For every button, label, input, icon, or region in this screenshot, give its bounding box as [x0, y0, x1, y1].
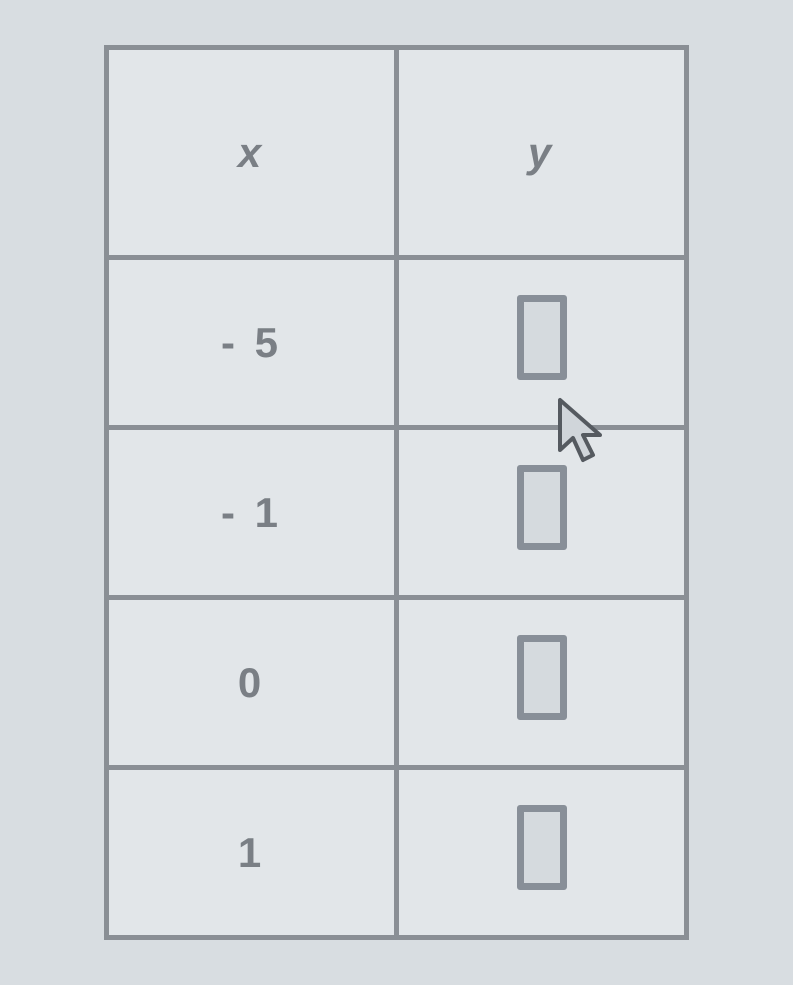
y-value-cell [397, 768, 687, 938]
y-value-cell [397, 428, 687, 598]
y-value-cell [397, 258, 687, 428]
column-header-x: x [107, 48, 397, 258]
y-value-cell [397, 598, 687, 768]
table-row: - 1 [107, 428, 687, 598]
table-row: 0 [107, 598, 687, 768]
x-value-cell: 0 [107, 598, 397, 768]
table-header-row: x y [107, 48, 687, 258]
table-row: 1 [107, 768, 687, 938]
x-value-cell: - 1 [107, 428, 397, 598]
xy-table: x y - 5 - 1 0 1 [104, 45, 689, 940]
column-header-y: y [397, 48, 687, 258]
y-input-3[interactable] [517, 805, 567, 890]
y-input-1[interactable] [517, 465, 567, 550]
x-value-cell: 1 [107, 768, 397, 938]
y-input-0[interactable] [517, 295, 567, 380]
table-row: - 5 [107, 258, 687, 428]
y-input-2[interactable] [517, 635, 567, 720]
x-value-cell: - 5 [107, 258, 397, 428]
